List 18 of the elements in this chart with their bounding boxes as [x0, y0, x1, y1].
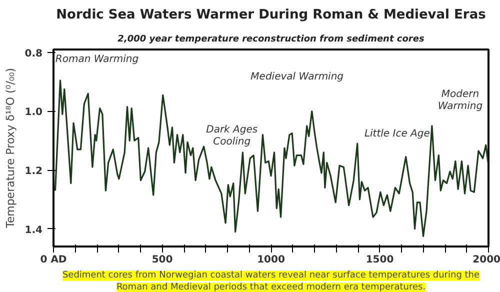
x-tick-label: 2000 — [472, 254, 500, 266]
annotation: Modern Warming — [438, 89, 483, 112]
annotation: Little Ice Age — [364, 128, 430, 140]
annotation: Medieval Warming — [250, 72, 344, 83]
annotation: Dark Ages Cooling — [206, 124, 258, 148]
x-tick-label: 1500 — [366, 254, 394, 266]
y-tick-label: 1.4 — [24, 224, 43, 236]
chart-title: Nordic Sea Waters Warmer During Roman & Medieval Eras — [56, 8, 486, 22]
y-tick-label: 1.2 — [24, 166, 43, 178]
annotation: Roman Warming — [55, 54, 139, 65]
x-tick-label: 1000 — [257, 254, 285, 266]
y-axis-title: Temperature Proxy δ¹⁸O (⁰/₀₀) — [4, 68, 17, 230]
y-tick-label: 1.0 — [24, 107, 43, 118]
text: Sediment cores from Norwegian coastal waters reveal near surface temperatures during the Roman and Medieval periods that exceed modern era temperatures. — [62, 270, 480, 292]
x-tick-label: 0 AD — [40, 254, 67, 266]
chart-subtitle: 2,000 year temperature reconstruction from sediment cores — [118, 34, 425, 44]
y-tick-label: 0.8 — [24, 48, 43, 60]
x-tick-label: 500 — [152, 254, 173, 266]
